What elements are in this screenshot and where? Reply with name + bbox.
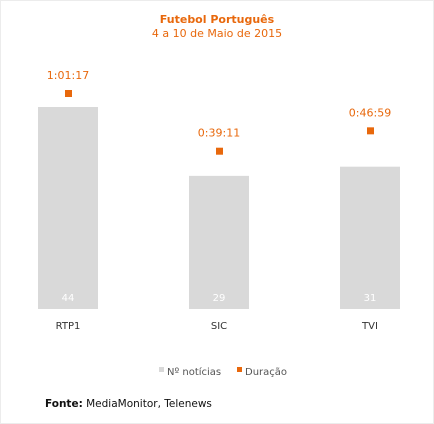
source-note: Fonte: MediaMonitor, Telenews [45,398,212,410]
bars-group: 44 1:01:17 RTP1 29 0:39:11 SIC 31 0:46:59 TVI [38,69,400,332]
category-label-tvi: TVI [361,321,378,332]
chart-subtitle: 4 a 10 de Maio de 2015 [152,27,282,40]
duration-marker-sic [216,147,223,155]
duration-marker-tvi [367,127,374,135]
legend-label-noticias: Nº notícias [167,366,221,378]
duration-label-rtp1: 1:01:17 [47,69,89,82]
category-label-sic: SIC [211,321,227,332]
bar-sic [189,175,249,309]
duration-label-tvi: 0:46:59 [349,106,391,119]
source-text: MediaMonitor, Telenews [86,398,212,410]
duration-label-sic: 0:39:11 [198,127,240,140]
count-label-rtp1: 44 [62,293,75,304]
chart-title: Futebol Português [160,13,275,26]
count-label-sic: 29 [213,293,226,304]
category-label-rtp1: RTP1 [56,321,81,332]
bar-tvi [340,166,400,309]
bar-rtp1 [38,107,98,309]
source-label: Fonte: [45,398,83,410]
legend-swatch-duracao [237,367,242,372]
legend-label-duracao: Duração [245,367,287,378]
legend-swatch-noticias [159,367,164,372]
count-label-tvi: 31 [364,293,377,304]
legend: Nº notícias Duração [159,366,287,378]
duration-marker-rtp1 [65,90,72,97]
